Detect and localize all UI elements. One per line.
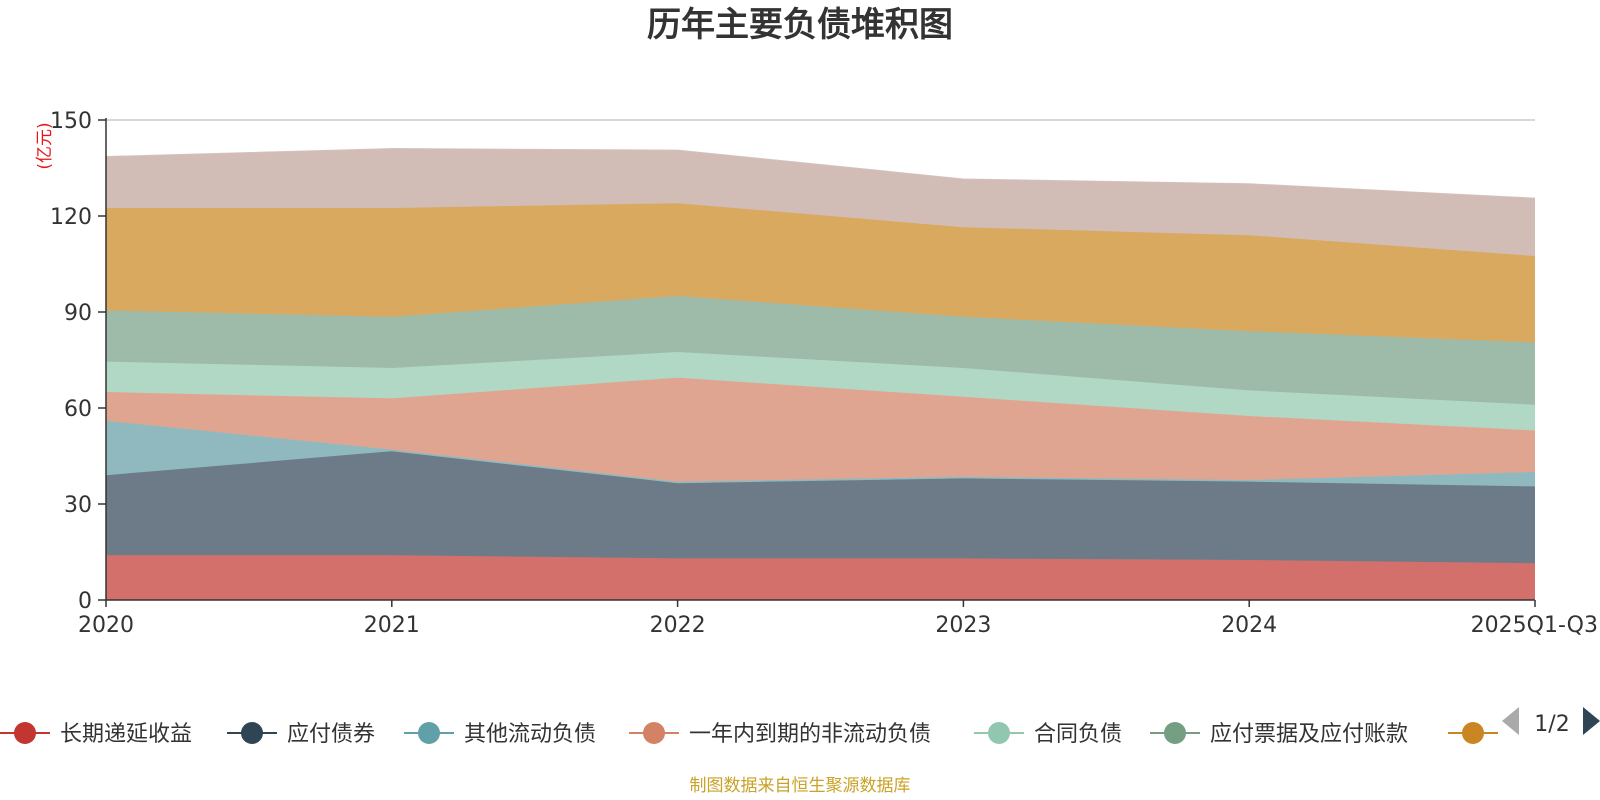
area-series-7 (106, 203, 1535, 343)
legend-label: 合同负债 (1034, 722, 1122, 747)
chart-title: 历年主要负债堆积图 (647, 5, 953, 45)
legend-prev-icon[interactable] (1502, 707, 1519, 735)
legend-marker-icon (418, 722, 440, 744)
legend-pager: 1/2 (1502, 707, 1600, 737)
legend-marker-icon (241, 722, 263, 744)
legend-page-indicator: 1/2 (1534, 712, 1569, 737)
x-tick-label: 2022 (650, 613, 706, 638)
area-series (105, 148, 1536, 600)
x-tick-label: 2025Q1-Q3 (1471, 613, 1598, 638)
legend-marker-icon (1164, 722, 1186, 744)
area-series-8 (106, 148, 1535, 256)
legend-item[interactable]: 应付票据及应付账款 (1150, 722, 1408, 747)
area-series-2 (106, 451, 1535, 564)
legend-item[interactable]: 一年内到期的非流动负债 (629, 722, 931, 747)
legend-item[interactable] (1448, 722, 1498, 744)
legend-marker-icon (1462, 722, 1484, 744)
legend-item[interactable]: 应付债券 (227, 722, 375, 747)
y-tick-label: 30 (64, 493, 92, 518)
legend-label: 应付债券 (287, 722, 375, 747)
area-series-edge-8 (105, 148, 1536, 200)
legend-marker-icon (643, 722, 665, 744)
legend: 长期递延收益 应付债券 其他流动负债 一年内到期的非流动负债 合同负债 应付票据及应付账款 (0, 722, 1498, 747)
area-series-1 (106, 555, 1535, 600)
legend-item[interactable]: 合同负债 (974, 722, 1122, 747)
y-tick-label: 120 (50, 205, 92, 230)
legend-marker-icon (14, 722, 36, 744)
area-series-4 (106, 377, 1535, 482)
area-series-6 (106, 296, 1535, 405)
x-tick-label: 2023 (935, 613, 991, 638)
y-tick-label: 0 (78, 589, 92, 614)
legend-next-icon[interactable] (1583, 707, 1600, 735)
x-tick-label: 2024 (1221, 613, 1277, 638)
y-tick-label: 90 (64, 301, 92, 326)
legend-label: 长期递延收益 (60, 722, 192, 747)
y-tick-label: 60 (64, 397, 92, 422)
area-series-3 (106, 420, 1535, 487)
legend-label: 一年内到期的非流动负债 (689, 722, 931, 747)
area-series-5 (106, 352, 1535, 431)
data-source-note: 制图数据来自恒生聚源数据库 (690, 776, 911, 796)
legend-label: 其他流动负债 (464, 722, 596, 747)
legend-item[interactable]: 长期递延收益 (0, 722, 192, 747)
x-tick-label: 2020 (78, 613, 134, 638)
axes: 0 30 60 90 120 150 2020 2021 2022 2023 2024 2025Q1-… (50, 109, 1598, 638)
x-tick-label: 2021 (364, 613, 420, 638)
legend-item[interactable]: 其他流动负债 (404, 722, 596, 747)
y-axis-unit: (亿元) (35, 122, 55, 169)
y-tick-label: 150 (50, 109, 92, 134)
legend-label: 应付票据及应付账款 (1210, 722, 1408, 747)
legend-marker-icon (988, 722, 1010, 744)
